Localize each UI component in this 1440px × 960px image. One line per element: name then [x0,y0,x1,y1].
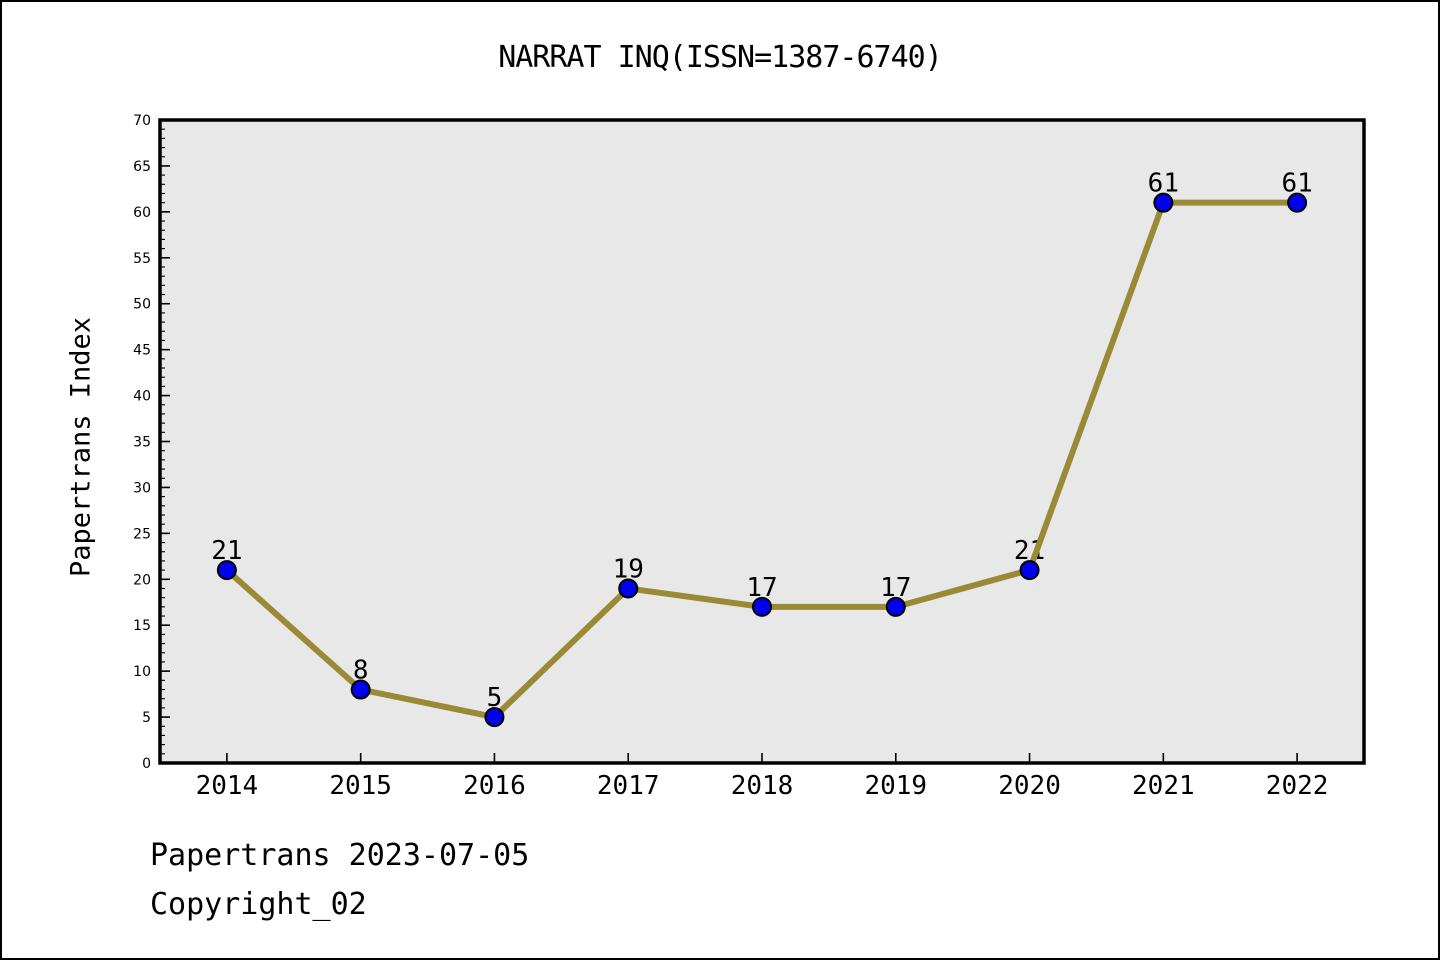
y-tick-label: 0 [142,756,151,772]
data-point [216,560,237,581]
y-tick-label: 65 [133,159,151,175]
x-tick-label: 2015 [329,771,392,801]
x-tick-label: 2021 [1132,771,1195,801]
data-label: 5 [487,683,503,713]
x-tick-label: 2022 [1266,771,1329,801]
data-point [484,707,505,728]
chart-title: NARRAT INQ(ISSN=1387-6740) [498,40,943,75]
y-tick-label: 30 [133,480,151,496]
axis-frame [158,118,1366,765]
data-point [1153,192,1174,213]
y-tick-label: 50 [133,297,151,313]
data-point [350,679,371,700]
x-tick-label: 2020 [998,771,1061,801]
y-tick-label: 15 [133,618,151,634]
y-tick-label: 5 [142,710,151,726]
x-tick-label: 2017 [597,771,660,801]
x-tick-label: 2019 [864,771,927,801]
x-tick-label: 2018 [731,771,794,801]
x-tick-label: 2014 [196,771,259,801]
y-tick-label: 55 [133,251,151,267]
data-point [618,578,639,599]
y-tick-label: 20 [133,572,151,588]
data-point [752,596,772,617]
footer-copyright: Copyright_02 [150,887,367,922]
y-tick-label: 40 [133,389,151,405]
data-point [1019,560,1040,581]
x-tick-label: 2016 [463,771,526,801]
y-tick-label: 70 [133,113,151,129]
footer-date: Papertrans 2023-07-05 [150,838,530,873]
y-tick-label: 60 [133,205,151,221]
y-tick-label: 25 [133,526,151,542]
y-tick-label: 35 [133,435,151,451]
data-label: 8 [353,656,369,686]
y-tick-label: 10 [133,664,151,680]
y-tick-label: 45 [133,343,151,359]
data-point [1287,192,1308,213]
plot-area [160,120,1364,763]
data-point [885,596,906,617]
